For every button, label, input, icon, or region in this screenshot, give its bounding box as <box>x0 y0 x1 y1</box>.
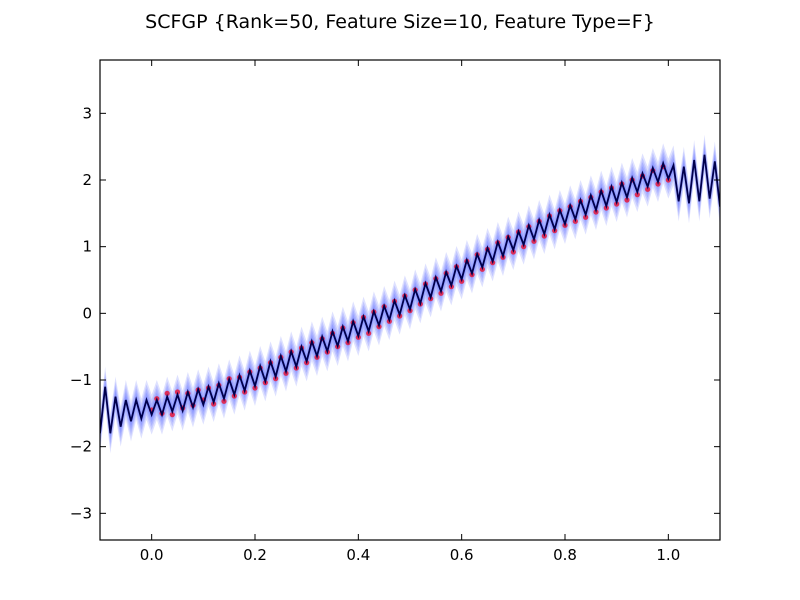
plot-area <box>100 134 720 454</box>
x-tick-label: 0.8 <box>553 546 577 564</box>
observation-point <box>169 412 175 418</box>
y-tick-label: −3 <box>70 504 92 522</box>
observation-point <box>164 390 170 396</box>
y-tick-label: 1 <box>82 238 92 256</box>
uncertainty-band-1 <box>100 139 720 449</box>
y-tick-label: 2 <box>82 171 92 189</box>
axes-frame <box>99 59 721 541</box>
prediction-mean-line <box>100 154 720 434</box>
x-tick-label: 1.0 <box>656 546 680 564</box>
uncertainty-band-2 <box>100 143 720 445</box>
x-tick-label: 0.4 <box>346 546 370 564</box>
axes-border <box>99 59 721 541</box>
x-tick-label: 0.6 <box>450 546 474 564</box>
y-tick-label: 3 <box>82 104 92 122</box>
axis-ticks: 0.0 0.2 0.4 0.6 0.8 1.0 −3 −2 −1 0 1 2 3 <box>70 60 720 564</box>
chart-title: SCFGP {Rank=50, Feature Size=10, Feature… <box>145 11 655 33</box>
observation-point <box>645 186 651 192</box>
x-tick-label: 0.0 <box>140 546 164 564</box>
y-tick-label: −1 <box>70 371 92 389</box>
y-tick-label: 0 <box>82 304 92 322</box>
y-tick-label: −2 <box>70 438 92 456</box>
x-tick-label: 0.2 <box>243 546 267 564</box>
uncertainty-band-0 <box>100 134 720 454</box>
observation-point <box>634 192 640 198</box>
